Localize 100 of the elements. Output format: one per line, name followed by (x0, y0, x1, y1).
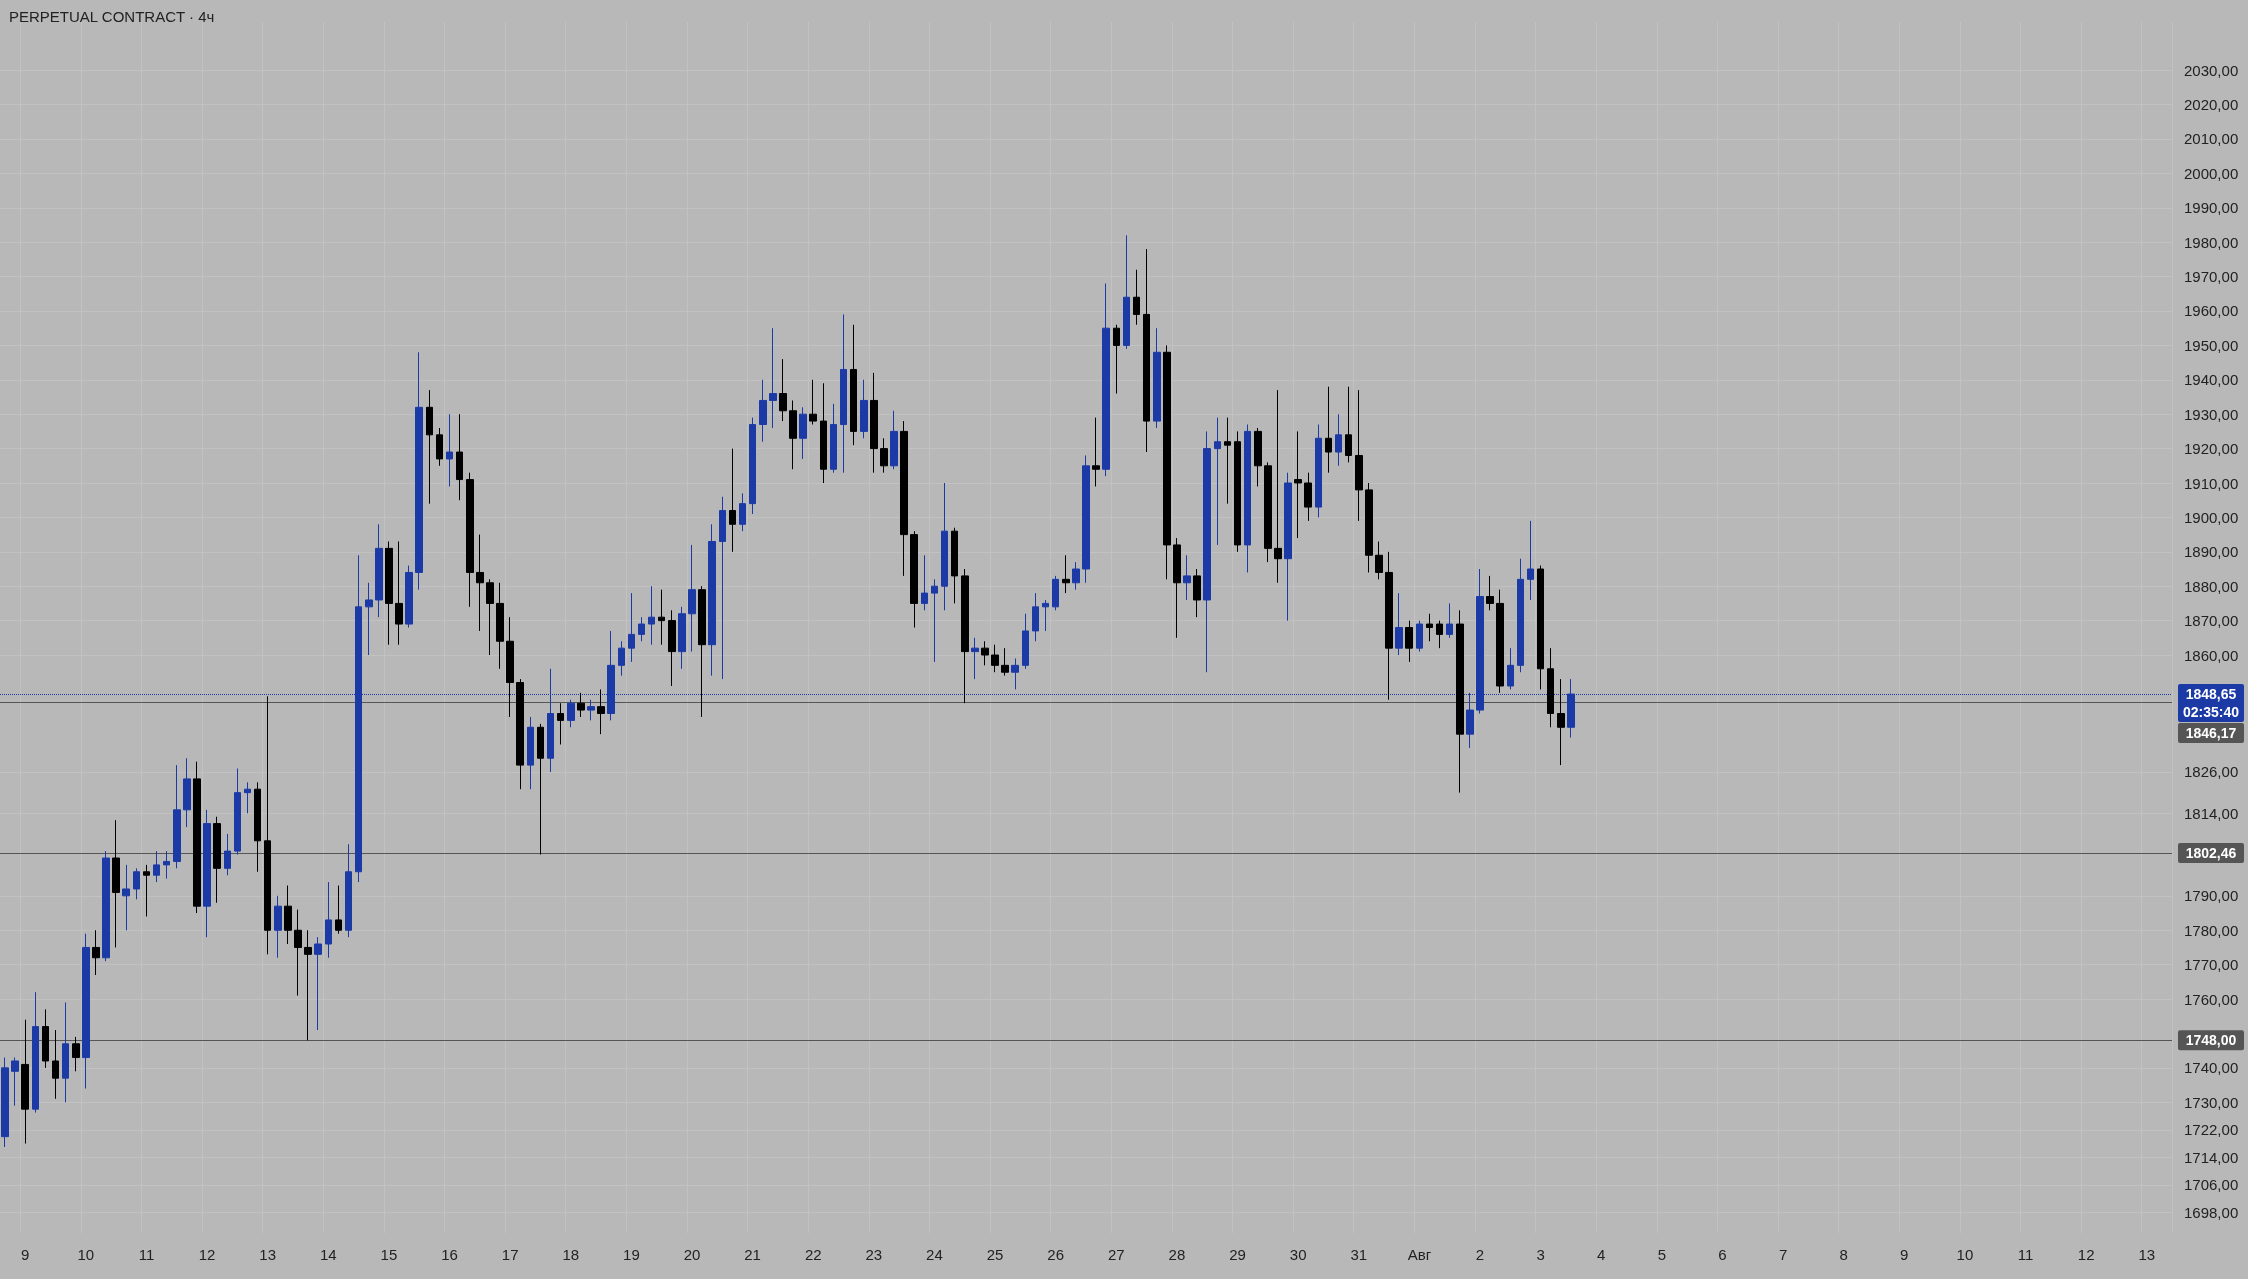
candlestick (1315, 424, 1322, 518)
candlestick (1345, 386, 1352, 463)
candlestick (72, 1036, 80, 1072)
y-tick-label: 2030,00 (2184, 61, 2239, 79)
candlestick (456, 413, 463, 501)
candlestick (769, 327, 777, 429)
candlestick (476, 534, 484, 632)
y-tick-label: 2000,00 (2184, 164, 2239, 182)
candlestick (1294, 430, 1302, 539)
y-tick-label: 1950,00 (2184, 336, 2239, 354)
y-tick-label: 1770,00 (2184, 956, 2239, 974)
candlestick (62, 1002, 69, 1103)
candlestick (1365, 482, 1373, 573)
candlestick (951, 527, 958, 604)
candlestick (1335, 413, 1342, 467)
candlestick (1547, 647, 1554, 728)
candlestick (1254, 427, 1262, 487)
candlestick (426, 389, 433, 505)
candlestick (1385, 551, 1393, 701)
candlestick (1001, 647, 1009, 677)
y-tick-label: 1980,00 (2184, 233, 2239, 251)
candlestick (345, 843, 352, 938)
candlestick (234, 768, 241, 856)
candlestick (1405, 620, 1413, 663)
candlestick (122, 864, 130, 931)
y-tick-label: 1826,00 (2184, 763, 2239, 781)
x-tick-label: 13 (259, 1246, 277, 1263)
candlestick (1244, 424, 1251, 573)
candlestick (254, 781, 261, 873)
candlestick (294, 909, 302, 997)
candlestick (102, 850, 110, 962)
candlestick (163, 850, 170, 880)
candlestick (92, 929, 100, 976)
candlestick (1446, 602, 1453, 639)
candlestick (42, 1008, 49, 1069)
x-tick-label: 5 (1657, 1246, 1666, 1263)
candlestick (82, 933, 90, 1090)
ref-line-label: 1748,00 (2185, 1032, 2237, 1049)
x-tick-label: 24 (926, 1246, 943, 1263)
ref-line-label: 1846,17 (2185, 725, 2237, 742)
candlestick (900, 420, 908, 577)
x-tick-label: 10 (1956, 1246, 1974, 1263)
x-tick-label: 30 (1289, 1246, 1307, 1263)
y-tick-label: 1706,00 (2184, 1176, 2239, 1194)
candlestick (708, 523, 716, 677)
x-tick-label: 25 (986, 1246, 1004, 1263)
y-tick-label: 1930,00 (2184, 405, 2239, 423)
x-tick-label: 8 (1839, 1246, 1848, 1263)
candlestick (274, 895, 282, 959)
candlestick (830, 403, 837, 474)
candlestick (1143, 248, 1150, 453)
candlestick (1517, 558, 1524, 673)
x-tick-label: 22 (804, 1246, 822, 1263)
x-tick-label: 15 (380, 1246, 398, 1263)
candlestick (1193, 568, 1201, 618)
candlestick (1032, 592, 1039, 642)
candlestick (1173, 537, 1181, 639)
candlestick (1395, 592, 1403, 656)
candlestick (880, 437, 888, 474)
candlestick (991, 644, 999, 673)
candlestick (264, 695, 271, 955)
x-tick-label: 27 (1107, 1246, 1125, 1263)
candlestick (133, 867, 140, 900)
candlestick (779, 358, 787, 422)
candlestick (1214, 417, 1221, 546)
candlestick (496, 582, 504, 670)
candlestick (284, 885, 292, 945)
candlestick (52, 1029, 59, 1100)
candlestick (668, 609, 676, 687)
candlestick (971, 637, 979, 680)
candlestick (1224, 417, 1231, 505)
x-tick-label: 31 (1350, 1246, 1368, 1263)
x-tick-label: 11 (2017, 1246, 2034, 1263)
x-tick-label: 23 (865, 1246, 883, 1263)
candlestick (1557, 678, 1565, 766)
candlestick (365, 582, 373, 656)
y-tick-label: 1910,00 (2184, 474, 2239, 492)
candlestick (1082, 454, 1090, 584)
y-tick-label: 1860,00 (2184, 646, 2239, 664)
candlestick (799, 406, 807, 460)
y-tick-label: 2010,00 (2184, 130, 2239, 148)
candlestick (446, 413, 453, 487)
candlestick (143, 864, 150, 917)
candlestick (910, 530, 918, 628)
x-tick-label: 7 (1778, 1246, 1788, 1263)
candlestick (860, 379, 868, 439)
candlestick (577, 692, 585, 718)
candlestick (335, 885, 342, 935)
candlestick (1072, 561, 1080, 591)
candlestick (203, 809, 211, 938)
candlestick (961, 568, 969, 704)
candlestick (698, 585, 706, 718)
candlestick (1274, 389, 1282, 584)
candlestick (648, 585, 655, 646)
candlestick (1486, 575, 1494, 611)
candlestick (224, 833, 231, 876)
x-tick-label: Авг (1407, 1246, 1432, 1263)
candlestick (466, 472, 474, 608)
candlestick (1133, 269, 1140, 326)
x-tick-label: 17 (501, 1246, 519, 1263)
